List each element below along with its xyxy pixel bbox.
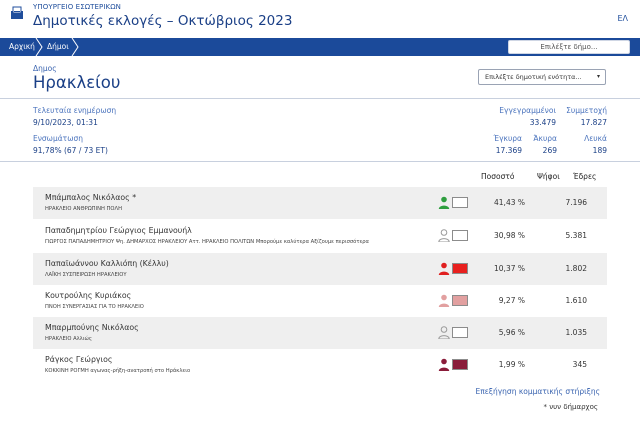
candidate-party: ΗΡΑΚΛΕΙΟ ΑΝΘΡΩΠΙΝΗ ΠΟΛΗ [45, 206, 122, 212]
party-color-swatch [452, 197, 468, 208]
party-support-link[interactable]: Επεξήγηση κομματικής στήριξης [475, 387, 601, 396]
column-header-percent: Ποσοστό [481, 172, 515, 181]
candidate-percent: 1,99 % [498, 360, 525, 369]
person-icon [438, 358, 450, 371]
valid-value: 17.369 [495, 146, 522, 155]
candidate-name: Κουτρούλης Κυριάκος [45, 291, 132, 300]
top-header: ΥΠΟΥΡΓΕΙΟ ΕΣΩΤΕΡΙΚΩΝ Δημοτικές εκλογές –… [0, 0, 640, 38]
chevron-right-icon [71, 38, 79, 56]
divider [0, 98, 640, 99]
page-title: Ηρακλείου [33, 73, 121, 92]
invalid-label: Άκυρα [533, 134, 557, 143]
chevron-right-icon [35, 38, 43, 56]
candidate-votes: 7.196 [565, 198, 587, 207]
candidate-party: ΛΑΪΚΗ ΣΥΣΠΕΙΡΩΣΗ ΗΡΑΚΛΕΙΟΥ [45, 272, 127, 278]
party-color-swatch [452, 359, 468, 370]
divider [0, 161, 640, 162]
candidate-votes: 1.610 [565, 296, 587, 305]
breadcrumb: Αρχική Δήμοι Επιλέξτε δήμο... [0, 38, 640, 56]
person-icon [438, 326, 450, 339]
table-row[interactable]: Μπαρμπούνης Νικόλαος ΗΡΑΚΛΕΙΟ Αλλιώς 5,96 … [33, 317, 607, 349]
municipality-search-input[interactable]: Επιλέξτε δήμο... [508, 40, 630, 54]
candidate-party: ΓΙΩΡΓΟΣ ΠΑΠΑΔΗΜΗΤΡΙΟΥ Ψη. ΔΗΜΑΡΧΟΣ ΗΡΑΚΛ… [45, 239, 369, 245]
app-title[interactable]: Δημοτικές εκλογές – Οκτώβριος 2023 [33, 13, 293, 29]
ballot-box-icon [11, 6, 23, 19]
registered-value: 33.479 [529, 118, 556, 127]
candidate-votes: 345 [572, 360, 587, 369]
candidate-percent: 10,37 % [494, 264, 525, 273]
integration-label: Ενσωμάτωση [33, 134, 83, 143]
person-icon [438, 196, 450, 209]
person-icon [438, 294, 450, 307]
candidate-name: Μπάμπαλος Νικόλαος * [45, 193, 137, 202]
breadcrumb-municipalities[interactable]: Δήμοι [47, 42, 69, 51]
ministry-name: ΥΠΟΥΡΓΕΙΟ ΕΣΩΤΕΡΙΚΩΝ [33, 3, 122, 11]
table-row[interactable]: Ράγκος Γεώργιος ΚΟΚΚΙΝΗ ΡΟΓΜΗ αγωνας-ρήξη… [33, 349, 607, 381]
candidate-party: ΠΝΟΗ ΣΥΝΕΡΓΑΣΙΑΣ ΓΙΑ ΤΟ ΗΡΑΚΛΕΙΟ [45, 304, 144, 310]
candidate-name: Ράγκος Γεώργιος [45, 355, 113, 364]
registered-label: Εγγεγραμμένοι [499, 106, 556, 115]
municipal-unit-select[interactable]: Επιλέξτε δημοτική ενότητα... ▾ [478, 69, 606, 85]
table-row[interactable]: Παπαϊωάννου Καλλιόπη (Κέλλυ) ΛΑΪΚΗ ΣΥΣΠΕΙ… [33, 253, 607, 285]
candidate-party: ΚΟΚΚΙΝΗ ΡΟΓΜΗ αγωνας-ρήξη-ανατροπή στο Η… [45, 368, 191, 374]
turnout-value: 17.827 [580, 118, 607, 127]
language-switch[interactable]: ΕΛ [617, 14, 628, 23]
person-icon [438, 229, 450, 242]
municipal-unit-select-label: Επιλέξτε δημοτική ενότητα... [485, 73, 582, 81]
valid-label: Έγκυρα [493, 134, 523, 143]
invalid-value: 269 [542, 146, 557, 155]
incumbent-note: * νυν δήμαρχος [543, 403, 599, 411]
chevron-down-icon: ▾ [596, 73, 600, 80]
person-icon [438, 262, 450, 275]
party-color-swatch [452, 263, 468, 274]
candidate-votes: 1.802 [565, 264, 587, 273]
candidate-percent: 5,96 % [498, 328, 525, 337]
party-color-swatch [452, 327, 468, 338]
blank-value: 189 [592, 146, 607, 155]
blank-label: Λευκά [584, 134, 607, 143]
candidate-percent: 9,27 % [498, 296, 525, 305]
party-color-swatch [452, 230, 468, 241]
last-update-label: Τελευταία ενημέρωση [33, 106, 117, 115]
candidate-votes: 5.381 [565, 231, 587, 240]
candidate-name: Παπαϊωάννου Καλλιόπη (Κέλλυ) [45, 259, 169, 268]
column-header-seats: Έδρες [573, 172, 597, 181]
table-row[interactable]: Μπάμπαλος Νικόλαος * ΗΡΑΚΛΕΙΟ ΑΝΘΡΩΠΙΝΗ Π… [33, 187, 607, 219]
candidate-percent: 30,98 % [494, 231, 525, 240]
municipality-label: Δημος [33, 64, 57, 73]
candidate-percent: 41,43 % [494, 198, 525, 207]
integration-value: 91,78% (67 / 73 ΕΤ) [33, 146, 108, 155]
candidate-party: ΗΡΑΚΛΕΙΟ Αλλιώς [45, 336, 92, 342]
candidate-name: Παπαδημητρίου Γεώργιος Εμμανουήλ [45, 226, 192, 235]
table-row[interactable]: Κουτρούλης Κυριάκος ΠΝΟΗ ΣΥΝΕΡΓΑΣΙΑΣ ΓΙΑ … [33, 285, 607, 317]
last-update-value: 9/10/2023, 01:31 [33, 118, 98, 127]
candidate-name: Μπαρμπούνης Νικόλαος [45, 323, 139, 332]
turnout-label: Συμμετοχή [566, 106, 607, 115]
candidate-votes: 1.035 [565, 328, 587, 337]
breadcrumb-home[interactable]: Αρχική [9, 42, 35, 51]
table-row[interactable]: Παπαδημητρίου Γεώργιος Εμμανουήλ ΓΙΩΡΓΟΣ … [33, 220, 607, 252]
column-header-votes: Ψήφοι [537, 172, 560, 181]
party-color-swatch [452, 295, 468, 306]
